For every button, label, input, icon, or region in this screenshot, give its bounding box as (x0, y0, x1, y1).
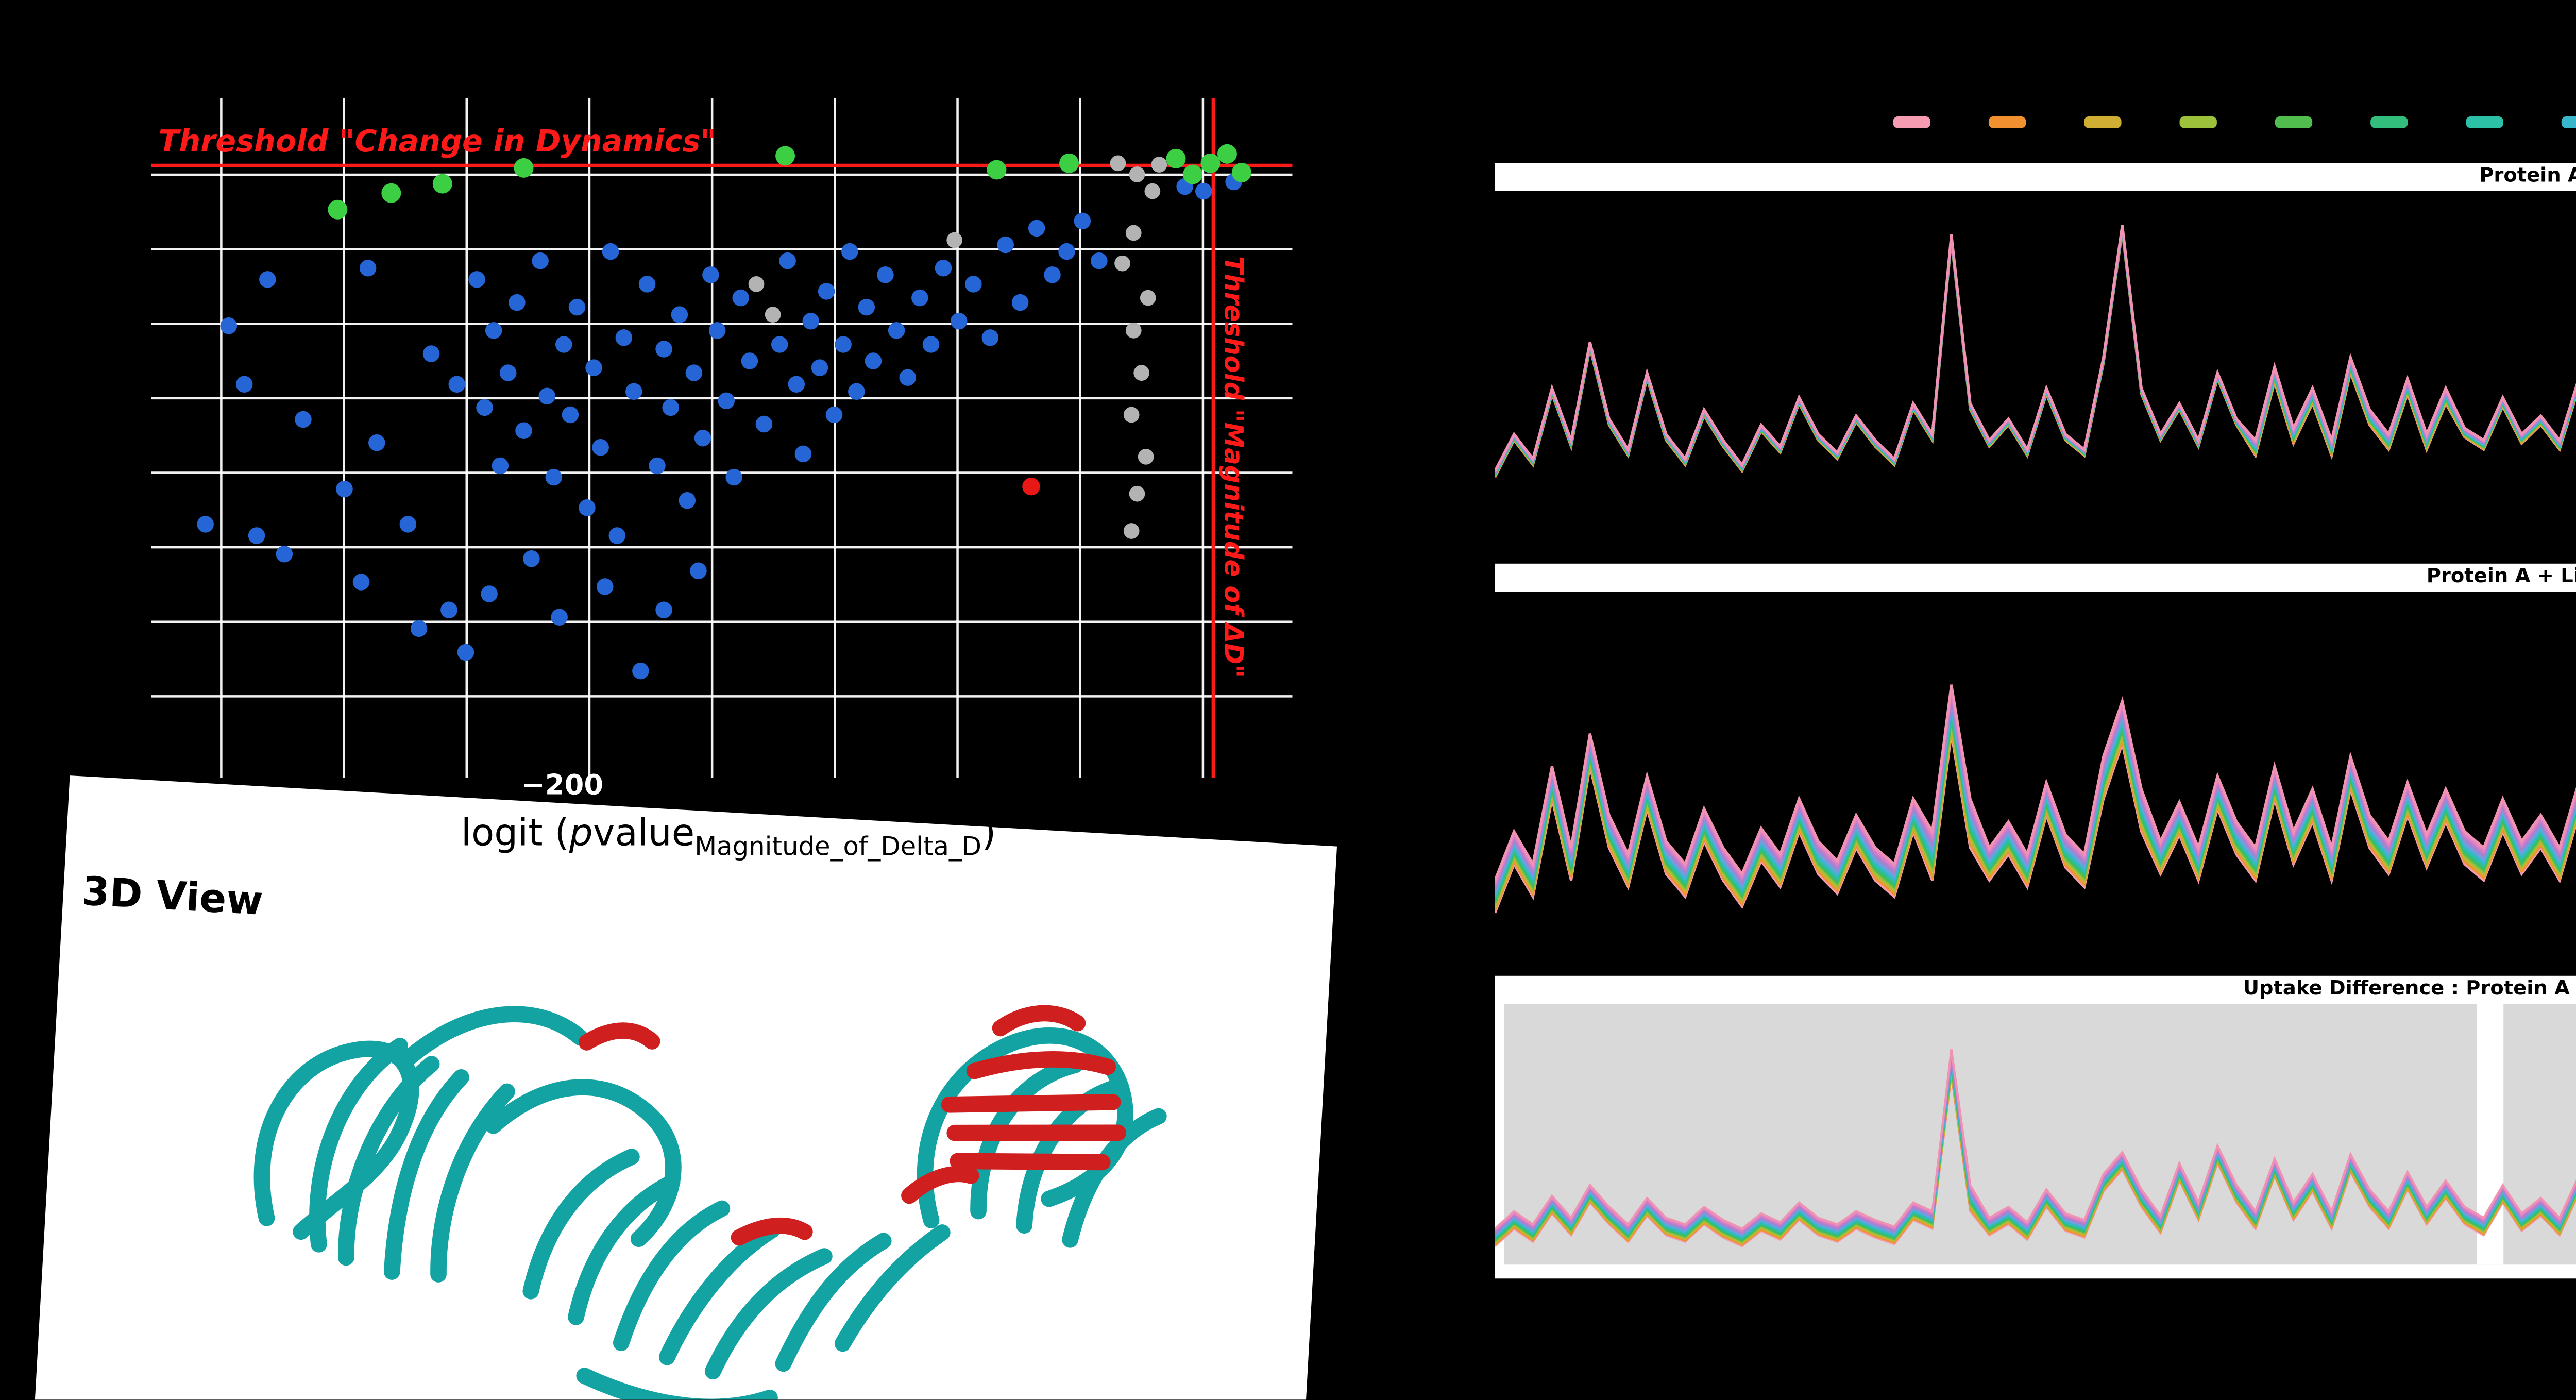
panel-title-uptake-difference: Uptake Difference : Protein A - (Protein… (1495, 975, 2576, 1004)
panel-title-protein-a-ligand: Protein A + Ligand (1495, 563, 2576, 592)
panel-title-protein-a: Protein A (1495, 163, 2576, 191)
protein-structure-viewer[interactable] (29, 822, 1334, 1400)
panel-title-uptake-difference-text: Uptake Difference : Protein A - (Protein… (2243, 978, 2576, 1002)
x-axis-label-close: ) (981, 810, 996, 855)
x-tick-label: −200 (521, 768, 604, 801)
legend-swatch[interactable] (2369, 116, 2407, 127)
panel-title-protein-a-text: Protein A (2479, 165, 2576, 189)
chart-uptake-difference[interactable] (1495, 1004, 2576, 1279)
panel-title-protein-a-ligand-text: Protein A + Ligand (2426, 566, 2576, 589)
3d-view-panel: 3D View (29, 775, 1337, 1400)
x-axis-label-prefix: logit ( (461, 810, 569, 855)
x-axis-label: logit (pvalueMagnitude_of_Delta_D) (461, 811, 996, 862)
x-axis-label-p: p (569, 810, 593, 855)
legend-swatch[interactable] (2560, 116, 2576, 127)
threshold-dynamics-label: Threshold "Change in Dynamics" (158, 126, 717, 161)
series-legend (1495, 116, 2576, 127)
legend-swatch[interactable] (1892, 116, 1929, 127)
x-axis-label-value: value (592, 810, 695, 855)
legend-swatch[interactable] (2465, 116, 2502, 127)
legend-swatch[interactable] (2082, 116, 2121, 127)
legend-swatch[interactable] (1987, 116, 2025, 127)
volcano-plot[interactable] (151, 97, 1293, 778)
chart-protein-a-ligand[interactable] (1495, 592, 2576, 964)
chart-protein-a[interactable] (1495, 191, 2576, 545)
threshold-magnitude-label: Threshold "Magnitude of ΔD" (1217, 256, 1248, 678)
x-axis-label-subscript: Magnitude_of_Delta_D (694, 832, 982, 863)
uptake-panels-column: Protein A Protein A + Ligand Uptake Diff… (1495, 98, 2576, 1367)
legend-swatch[interactable] (2274, 116, 2311, 127)
legend-swatch[interactable] (2178, 116, 2216, 127)
